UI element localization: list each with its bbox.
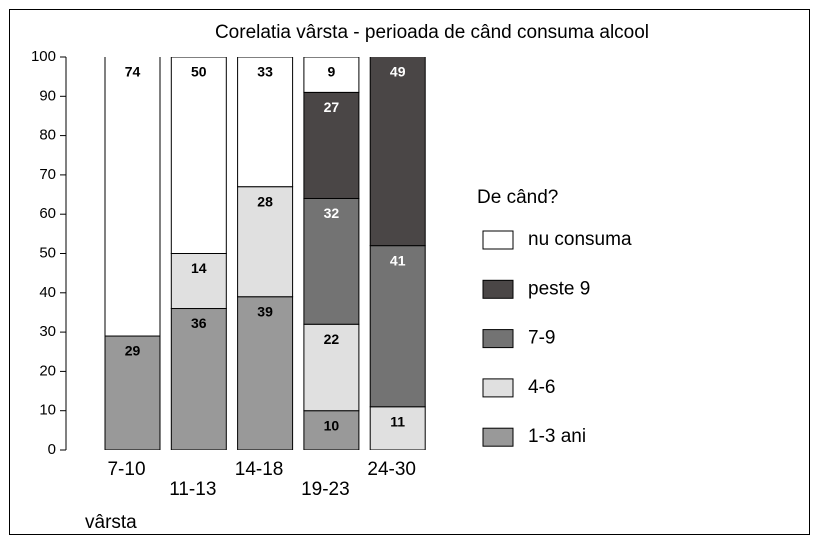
legend-label: 1-3 ani	[528, 426, 586, 447]
bar-segment	[104, 335, 161, 450]
legend-title: De când?	[477, 187, 558, 208]
bar-segment	[237, 296, 294, 450]
bar-segment	[170, 57, 227, 254]
x-tick-label: 11-13	[169, 479, 216, 500]
y-tick-label: 80	[39, 127, 56, 144]
data-label: 28	[257, 193, 273, 209]
data-label: 36	[191, 315, 207, 331]
bar-segment	[369, 245, 426, 408]
bars	[104, 57, 426, 450]
bar-segment	[104, 57, 161, 337]
bar-segment	[303, 197, 360, 325]
x-axis-label: vârsta	[85, 512, 137, 533]
data-label: 10	[324, 417, 340, 433]
data-label: 14	[191, 260, 207, 276]
chart-title: Corelatia vârsta - perioada de când cons…	[215, 22, 649, 43]
data-label: 9	[328, 64, 336, 80]
bar-segment	[369, 406, 426, 450]
bar-segment	[303, 57, 360, 93]
data-label: 74	[125, 64, 141, 80]
x-tick-label: 19-23	[301, 479, 350, 500]
bar-segment	[237, 57, 294, 188]
y-tick-label: 70	[39, 166, 56, 183]
legend-swatch	[482, 378, 514, 398]
data-label: 41	[390, 252, 406, 268]
legend-swatch	[482, 230, 514, 250]
x-tick-label: 14-18	[235, 459, 284, 480]
y-tick-label: 60	[39, 205, 56, 222]
data-label: 11	[390, 413, 405, 429]
data-label: 22	[324, 331, 340, 347]
y-tick-label: 50	[39, 244, 56, 261]
x-tick-label: 24-30	[367, 459, 416, 480]
data-label: 29	[125, 343, 141, 359]
bar-segment	[303, 323, 360, 412]
legend-label: 7-9	[528, 328, 555, 349]
y-tick-label: 40	[39, 284, 56, 301]
data-label: 32	[324, 205, 340, 221]
y-tick-label: 20	[39, 362, 56, 379]
x-tick-label: 7-10	[107, 459, 145, 480]
y-tick-label: 90	[39, 87, 56, 104]
y-tick-label: 10	[39, 402, 56, 419]
legend-label: peste 9	[528, 278, 590, 299]
data-label: 33	[257, 64, 273, 80]
y-tick-label: 30	[39, 323, 56, 340]
bar-segment	[369, 57, 426, 247]
bar-segment	[303, 91, 360, 199]
data-label: 50	[191, 64, 207, 80]
y-tick-label: 100	[31, 48, 56, 65]
legend-swatch	[482, 279, 514, 299]
legend-label: 4-6	[528, 377, 555, 398]
data-label: 49	[390, 64, 406, 80]
y-tick-label: 0	[48, 441, 56, 458]
legend-swatch	[482, 329, 514, 349]
bar-segment	[170, 308, 227, 450]
data-label: 27	[324, 99, 340, 115]
data-label: 39	[257, 303, 273, 319]
legend-label: nu consuma	[528, 229, 632, 250]
legend-swatch	[482, 427, 514, 447]
